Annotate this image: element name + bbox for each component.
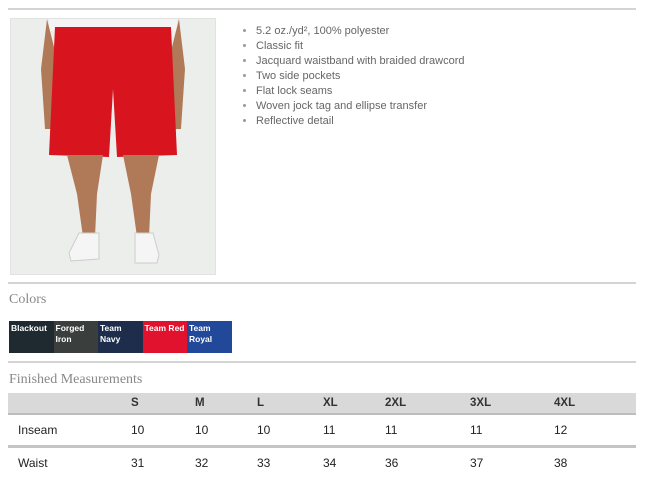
size-header: S bbox=[130, 393, 194, 414]
colors-heading: Colors bbox=[9, 292, 46, 308]
feature-item: Flat lock seams bbox=[256, 84, 465, 99]
swatch-blackout[interactable]: Blackout bbox=[9, 321, 54, 353]
header-blank bbox=[8, 393, 130, 414]
cell: 11 bbox=[384, 414, 469, 447]
table-row: Waist 31 32 33 34 36 37 38 bbox=[8, 447, 636, 478]
cell: 10 bbox=[194, 414, 256, 447]
size-header: L bbox=[256, 393, 322, 414]
divider bbox=[8, 361, 636, 363]
cell: 38 bbox=[553, 447, 636, 478]
cell: 11 bbox=[469, 414, 553, 447]
measurements-heading: Finished Measurements bbox=[9, 372, 142, 388]
size-header: 3XL bbox=[469, 393, 553, 414]
swatch-forged-iron[interactable]: Forged Iron bbox=[54, 321, 99, 353]
size-header: M bbox=[194, 393, 256, 414]
swatch-team-royal[interactable]: Team Royal bbox=[187, 321, 232, 353]
product-image bbox=[10, 18, 216, 275]
cell: 34 bbox=[322, 447, 384, 478]
cell: 10 bbox=[130, 414, 194, 447]
cell: 31 bbox=[130, 447, 194, 478]
swatch-team-red[interactable]: Team Red bbox=[143, 321, 188, 353]
size-header: 2XL bbox=[384, 393, 469, 414]
feature-item: Reflective detail bbox=[256, 114, 465, 129]
feature-item: Classic fit bbox=[256, 39, 465, 54]
feature-item: Two side pockets bbox=[256, 69, 465, 84]
swatch-team-navy[interactable]: Team Navy bbox=[98, 321, 143, 353]
feature-item: Woven jock tag and ellipse transfer bbox=[256, 99, 465, 114]
row-label: Waist bbox=[8, 447, 130, 478]
size-header: 4XL bbox=[553, 393, 636, 414]
table-row: Inseam 10 10 10 11 11 11 12 bbox=[8, 414, 636, 447]
table-header-row: S M L XL 2XL 3XL 4XL bbox=[8, 393, 636, 414]
measurements-table: S M L XL 2XL 3XL 4XL Inseam 10 10 10 11 … bbox=[8, 393, 636, 478]
row-label: Inseam bbox=[8, 414, 130, 447]
size-header: XL bbox=[322, 393, 384, 414]
cell: 36 bbox=[384, 447, 469, 478]
color-swatches: Blackout Forged Iron Team Navy Team Red … bbox=[9, 321, 232, 353]
cell: 37 bbox=[469, 447, 553, 478]
feature-item: Jacquard waistband with braided drawcord bbox=[256, 54, 465, 69]
cell: 11 bbox=[322, 414, 384, 447]
cell: 33 bbox=[256, 447, 322, 478]
cell: 10 bbox=[256, 414, 322, 447]
cell: 12 bbox=[553, 414, 636, 447]
cell: 32 bbox=[194, 447, 256, 478]
top-divider bbox=[8, 8, 636, 10]
divider bbox=[8, 282, 636, 284]
feature-item: 5.2 oz./yd², 100% polyester bbox=[256, 24, 465, 39]
feature-list: 5.2 oz./yd², 100% polyester Classic fit … bbox=[244, 24, 465, 129]
